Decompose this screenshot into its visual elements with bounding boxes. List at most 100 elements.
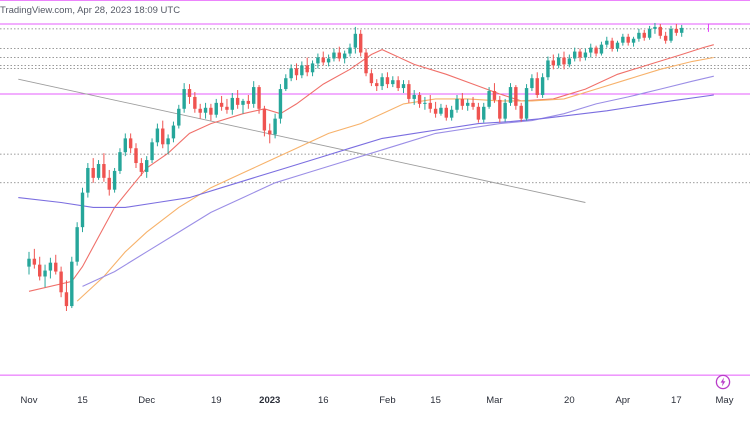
candle-body — [439, 107, 443, 114]
candle — [385, 72, 390, 89]
candle — [519, 102, 523, 122]
candle — [359, 29, 363, 57]
candle — [375, 79, 379, 92]
candle — [439, 103, 443, 116]
candle-body — [284, 78, 288, 90]
candle-body — [241, 100, 245, 105]
candle — [107, 169, 111, 196]
candle — [123, 133, 127, 157]
candle-body — [300, 65, 304, 76]
candle-body — [32, 258, 37, 265]
candle-body — [428, 102, 432, 109]
candle — [96, 160, 101, 180]
tradingview-logo-icon[interactable] — [715, 374, 731, 390]
candle — [573, 47, 577, 62]
candle-body — [433, 108, 438, 114]
candle-body — [642, 32, 646, 38]
x-tick-label: Feb — [379, 395, 395, 406]
candle — [412, 90, 416, 105]
candle-body — [498, 99, 502, 119]
candle-body — [621, 36, 625, 43]
horizontal-levels — [0, 0, 750, 376]
candle — [284, 74, 288, 92]
moving-averages — [18, 44, 714, 302]
x-tick-label: Apr — [615, 395, 630, 406]
candlesticks — [27, 22, 684, 312]
candle-body — [492, 91, 497, 100]
candle — [316, 53, 320, 69]
candle — [391, 76, 395, 88]
candle — [589, 43, 593, 58]
candle — [134, 143, 138, 168]
candle-body — [230, 97, 234, 110]
candle-body — [412, 94, 416, 99]
candle — [658, 23, 662, 39]
candle-body — [380, 77, 384, 87]
candle-body — [567, 58, 572, 65]
candle — [337, 46, 341, 62]
ema-long-line — [18, 94, 714, 208]
candle — [642, 29, 646, 41]
candle-body — [519, 105, 523, 119]
candle — [546, 56, 550, 81]
candle — [380, 73, 384, 91]
candle — [680, 24, 684, 37]
candle-body — [674, 28, 679, 33]
candle-body — [187, 89, 192, 97]
candle-body — [482, 106, 486, 120]
candle-body — [48, 262, 53, 271]
candle-body — [680, 27, 684, 33]
candle — [647, 25, 652, 40]
trendline-layer — [18, 78, 586, 203]
candle-body — [353, 33, 358, 48]
candle — [273, 113, 277, 139]
candle — [631, 36, 636, 47]
candle-body — [27, 258, 31, 267]
candle — [305, 57, 309, 77]
candle — [583, 48, 588, 61]
candle-body — [193, 96, 197, 109]
candle — [535, 72, 539, 98]
candle — [241, 98, 245, 114]
candle — [663, 31, 668, 44]
candle — [482, 102, 486, 123]
candle — [278, 84, 283, 124]
candle-body — [257, 87, 261, 109]
candle-body — [209, 107, 213, 115]
candle — [268, 123, 272, 144]
candle-body — [385, 77, 390, 85]
candle — [653, 22, 657, 34]
candle — [626, 33, 630, 46]
x-tick-label: 15 — [77, 395, 88, 406]
candle — [433, 101, 438, 118]
candle — [27, 251, 31, 275]
candle-body — [551, 60, 555, 66]
candle-body — [268, 130, 272, 135]
candle — [466, 98, 470, 111]
candle-body — [112, 170, 117, 190]
x-tick-label: 17 — [671, 395, 682, 406]
descending-trendline — [18, 78, 586, 203]
candle-body — [161, 128, 165, 145]
candle — [449, 105, 454, 121]
candle — [455, 94, 459, 113]
candle-body — [118, 152, 122, 171]
candle-body — [514, 87, 518, 106]
candle — [353, 26, 358, 54]
candle — [219, 95, 224, 111]
candle-body — [417, 94, 422, 104]
candle-body — [166, 138, 170, 145]
x-tick-label: 16 — [318, 395, 329, 406]
candle-body — [252, 87, 256, 104]
candle-body — [198, 108, 202, 113]
x-axis: Nov 15 Dec 19 2023 16 Feb 15 Mar 20 Apr 17 May — [21, 395, 734, 406]
candle — [177, 104, 181, 129]
candle — [86, 163, 90, 198]
candle-body — [524, 88, 529, 119]
x-tick-label: 2023 — [259, 395, 280, 406]
candle-body — [653, 26, 657, 29]
candle — [556, 53, 561, 69]
candle-body — [342, 53, 347, 59]
candle-body — [134, 148, 138, 164]
